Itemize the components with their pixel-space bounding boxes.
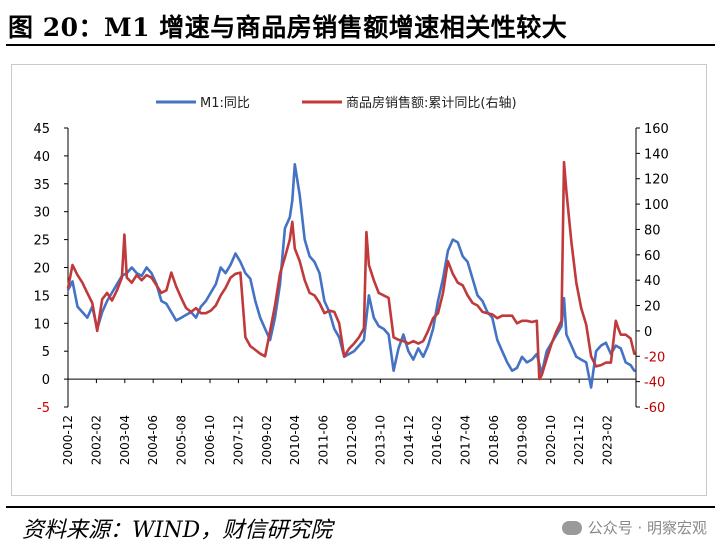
- legend-label: M1:同比: [200, 96, 250, 111]
- x-tick-label: 2021-12: [572, 415, 586, 465]
- bottom-rule: [6, 506, 715, 508]
- x-tick-label: 2019-08: [515, 415, 529, 465]
- watermark-text: 公众号 · 明察宏观: [587, 519, 707, 537]
- figure-title: 图 20：M1 增速与商品房销售额增速相关性较大: [8, 13, 568, 42]
- x-tick-label: 2013-10: [373, 415, 387, 465]
- x-tick-label: 2011-06: [317, 415, 331, 465]
- chart-frame: [11, 64, 707, 496]
- x-tick-label: 2014-12: [402, 415, 416, 465]
- left-tick-label: 10: [33, 317, 50, 332]
- x-tick-label: 2010-04: [288, 415, 302, 465]
- left-tick-label: 30: [33, 206, 50, 221]
- right-tick-label: -40: [644, 376, 665, 391]
- right-tick-label: 160: [644, 122, 669, 137]
- left-tick-label: -5: [37, 401, 50, 416]
- x-tick-label: 2006-10: [203, 415, 217, 465]
- wechat-icon: [561, 521, 582, 535]
- x-tick-label: 2012-08: [345, 415, 359, 465]
- left-tick-label: 20: [33, 262, 50, 277]
- left-tick-label: 35: [33, 178, 50, 193]
- x-tick-label: 2016-02: [430, 415, 444, 465]
- left-tick-label: 25: [33, 234, 50, 249]
- left-tick-label: 0: [42, 373, 50, 388]
- source-note: 资料来源：WIND，财信研究院: [22, 518, 333, 543]
- x-tick-label: 2017-04: [459, 415, 473, 465]
- x-tick-label: 2002-02: [89, 415, 103, 465]
- x-tick-label: 2020-10: [544, 415, 558, 465]
- x-tick-label: 2009-02: [260, 415, 274, 465]
- right-tick-label: 20: [644, 300, 661, 315]
- right-tick-label: -60: [644, 401, 665, 416]
- axes: -5 0 5 10 15 20 25 30 35 40 45 -60 -40 -20 0 20 40 60 80 10…: [33, 122, 668, 465]
- right-tick-label: 80: [644, 223, 661, 238]
- right-tick-label: 40: [644, 274, 661, 289]
- x-tick-label: 2018-06: [487, 415, 501, 465]
- right-tick-label: 100: [644, 198, 669, 213]
- top-rule: [6, 44, 715, 46]
- x-tick-label: 2005-08: [175, 415, 189, 465]
- legend-label: 商品房销售额:累计同比(右轴): [346, 95, 517, 111]
- left-tick-label: 15: [33, 289, 50, 304]
- right-tick-label: 60: [644, 249, 661, 264]
- right-tick-label: 0: [644, 325, 652, 340]
- x-tick-label: 2023-02: [601, 415, 615, 465]
- x-tick-label: 2004-06: [146, 415, 160, 465]
- right-tick-label: -20: [644, 350, 665, 365]
- watermark: 公众号 · 明察宏观: [561, 517, 707, 538]
- left-tick-label: 40: [33, 150, 50, 165]
- legend: M1:同比 商品房销售额:累计同比(右轴): [156, 95, 517, 111]
- series-line-m1: [66, 163, 636, 389]
- series-lines: [66, 160, 636, 389]
- left-tick-label: 45: [33, 122, 50, 137]
- series-line-housing-sales: [66, 160, 636, 381]
- x-tick-label: 2000-12: [61, 415, 75, 465]
- left-tick-label: 5: [42, 345, 50, 360]
- right-tick-label: 140: [644, 147, 669, 162]
- x-tick-label: 2003-04: [118, 415, 132, 465]
- right-tick-label: 120: [644, 173, 669, 188]
- x-tick-label: 2007-12: [231, 415, 245, 465]
